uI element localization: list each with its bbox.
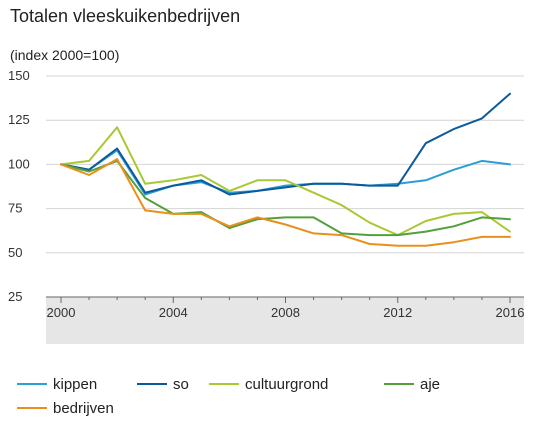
x-tick-label: 2004 — [159, 305, 188, 320]
chart-title: Totalen vleeskuikenbedrijven — [10, 6, 241, 26]
x-tick-label: 2012 — [383, 305, 412, 320]
y-tick-label: 75 — [8, 201, 22, 216]
y-tick-label: 50 — [8, 245, 22, 260]
legend-item-bedrijven: bedrijven — [17, 400, 114, 417]
x-axis-band — [46, 297, 524, 344]
legend-item-kippen: kippen — [17, 376, 97, 393]
series-line-aje — [60, 159, 511, 237]
y-tick-label: 100 — [8, 156, 30, 171]
legend-item-so: so — [137, 376, 189, 393]
series-lines — [60, 92, 511, 247]
series-line-so — [60, 92, 511, 196]
legend-label: aje — [420, 376, 440, 393]
series-line-bedrijven — [60, 158, 511, 247]
chart-y-axis-label: (index 2000=100) — [10, 47, 120, 63]
legend-item-cultuurgrond: cultuurgrond — [209, 376, 328, 393]
x-tick-label: 2016 — [496, 305, 525, 320]
gridlines — [46, 75, 524, 298]
legend-item-aje: aje — [384, 376, 440, 393]
legend-label: kippen — [53, 376, 97, 393]
legend-label: bedrijven — [53, 400, 114, 417]
series-line-cultuurgrond — [60, 126, 511, 237]
legend-label: cultuurgrond — [245, 376, 328, 393]
y-tick-label: 150 — [8, 68, 30, 83]
x-tick-label: 2000 — [47, 305, 76, 320]
y-axis-ticks: 25 50 75 100 125 150 — [8, 68, 30, 304]
legend: kippen so cultuurgrond aje bedrijven — [17, 376, 440, 417]
x-axis-ticks: 2000 2004 2008 2012 2016 — [47, 297, 525, 320]
legend-label: so — [173, 376, 189, 393]
x-tick-label: 2008 — [271, 305, 300, 320]
y-tick-label: 25 — [8, 289, 22, 304]
y-tick-label: 125 — [8, 112, 30, 127]
